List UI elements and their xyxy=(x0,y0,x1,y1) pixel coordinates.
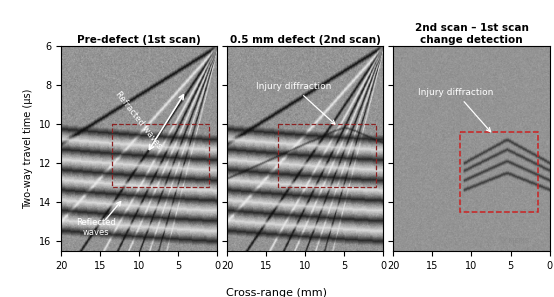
Text: Cross-range (mm): Cross-range (mm) xyxy=(227,287,327,297)
Title: 2nd scan – 1st scan
change detection: 2nd scan – 1st scan change detection xyxy=(414,23,529,45)
Y-axis label: Two-way travel time (μs): Two-way travel time (μs) xyxy=(23,88,33,209)
Title: 0.5 mm defect (2nd scan): 0.5 mm defect (2nd scan) xyxy=(230,35,381,45)
Bar xyxy=(460,132,538,212)
Text: © MEMS: © MEMS xyxy=(499,238,530,244)
Bar xyxy=(112,124,209,187)
Text: Refracted waves: Refracted waves xyxy=(114,90,164,151)
Bar xyxy=(278,124,376,187)
Text: Reflected
waves: Reflected waves xyxy=(76,218,116,237)
Text: Injury diffraction: Injury diffraction xyxy=(418,88,494,132)
Title: Pre-defect (1st scan): Pre-defect (1st scan) xyxy=(77,35,201,45)
Text: Injury diffraction: Injury diffraction xyxy=(256,82,335,124)
